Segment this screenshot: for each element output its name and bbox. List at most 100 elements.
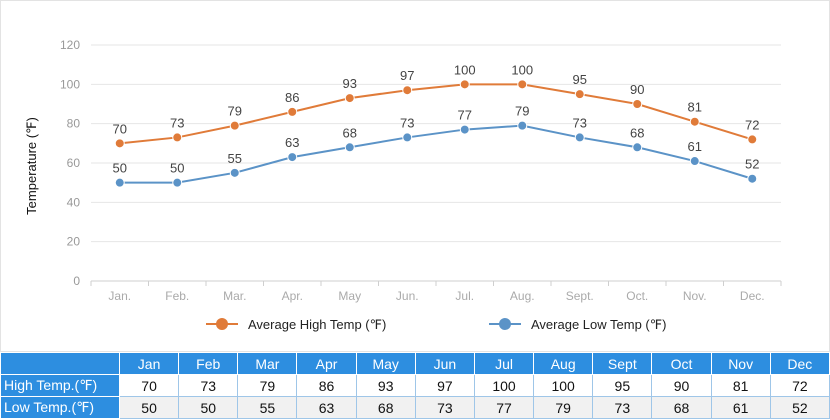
data-label: 79 — [228, 104, 242, 119]
row-header: High Temp.(℉) — [0, 374, 120, 397]
column-header: Aug — [533, 352, 594, 375]
legend-item: Average Low Temp (℉) — [489, 317, 666, 332]
data-label: 100 — [511, 62, 533, 77]
table-cell: 73 — [592, 396, 653, 419]
data-label: 61 — [688, 139, 702, 154]
data-label: 73 — [400, 115, 414, 130]
table-row: High Temp.(℉) 70 73 79 86 93 97 100 100 95 90 81 72 — [0, 374, 830, 397]
column-header: Nov — [710, 352, 771, 375]
table-body: High Temp.(℉) 70 73 79 86 93 97 100 100 95 90 81 72 L… — [0, 374, 830, 419]
table-cell: 79 — [533, 396, 594, 419]
x-tick-label: Sept. — [566, 289, 594, 303]
table-cell: 50 — [178, 396, 239, 419]
data-label: 73 — [170, 115, 184, 130]
series-lines: 70 73 79 86 93 97 100 100 95 90 81 72 50 50 55 63 68 73 77… — [113, 62, 759, 188]
row-header: Low Temp.(℉) — [0, 396, 120, 419]
series-low: 50 50 55 63 68 73 77 79 73 68 61 52 — [113, 104, 759, 188]
y-tick-label: 60 — [67, 156, 81, 170]
column-header: Dec — [769, 352, 830, 375]
table-cell: 68 — [355, 396, 416, 419]
table-cell: 52 — [769, 396, 830, 419]
data-point — [747, 173, 758, 184]
y-tick-labels: 0 20 40 60 80 100 120 — [60, 38, 80, 288]
table-cell: 63 — [296, 396, 357, 419]
table-cell: 100 — [473, 374, 535, 397]
data-label: 100 — [454, 62, 476, 77]
data-label: 70 — [113, 121, 127, 136]
table-cell: 68 — [651, 396, 712, 419]
data-point — [172, 132, 183, 143]
legend: Average High Temp (℉) Average Low Temp (℉… — [206, 317, 666, 332]
x-tick-label: Feb. — [165, 289, 189, 303]
data-point — [114, 177, 125, 188]
table-cell: 73 — [178, 374, 239, 397]
table-cell: 70 — [118, 374, 180, 397]
table-cell: 81 — [710, 374, 771, 397]
data-label: 55 — [228, 151, 242, 166]
grid-lines — [90, 44, 782, 286]
data-point — [402, 85, 413, 96]
x-tick-label: Oct. — [626, 289, 648, 303]
data-label: 52 — [745, 157, 759, 172]
data-label: 63 — [285, 135, 299, 150]
data-label: 68 — [630, 125, 644, 140]
table-cell: 93 — [355, 374, 416, 397]
column-header: Sept — [592, 352, 653, 375]
column-header: Apr — [296, 352, 357, 375]
table-row: Low Temp.(℉) 50 50 55 63 68 73 77 79 73 68 61 52 — [0, 396, 830, 419]
data-label: 95 — [573, 72, 587, 87]
data-point — [114, 138, 125, 149]
x-tick-label: Jan. — [108, 289, 131, 303]
table-cell: 86 — [296, 374, 357, 397]
data-label: 86 — [285, 90, 299, 105]
data-point — [517, 79, 528, 90]
table-header-row: Jan Feb Mar Apr May Jun Jul Aug Sept Oct Nov Dec — [0, 352, 830, 375]
x-tick-label: May — [338, 289, 361, 303]
data-point — [689, 156, 700, 167]
table-cell: 95 — [592, 374, 653, 397]
series-line — [119, 83, 753, 145]
x-tick-label: Jul. — [455, 289, 474, 303]
data-label: 90 — [630, 82, 644, 97]
column-header: Jul — [473, 352, 535, 375]
data-point — [747, 134, 758, 145]
chart-container: 0 20 40 60 80 100 120 Jan. Feb. Mar. Apr. May Jun. J… — [0, 0, 830, 352]
data-point — [172, 177, 183, 188]
table-cell: 97 — [414, 374, 475, 397]
y-tick-label: 40 — [67, 195, 81, 209]
x-tick-labels: Jan. Feb. Mar. Apr. May Jun. Jul. Aug. Sept. Oct.… — [108, 289, 764, 303]
y-tick-label: 100 — [60, 77, 80, 91]
data-label: 81 — [688, 100, 702, 115]
x-tick-label: Jun. — [396, 289, 419, 303]
data-label: 50 — [113, 161, 127, 176]
data-point — [574, 89, 585, 100]
legend-label: Average High Temp (℉) — [248, 317, 386, 332]
column-header: Oct — [651, 352, 712, 375]
data-label: 93 — [343, 76, 357, 91]
data-point — [459, 79, 470, 90]
series-line — [119, 124, 753, 184]
legend-item: Average High Temp (℉) — [206, 317, 386, 332]
column-header: Feb — [178, 352, 239, 375]
table-cell: 50 — [118, 396, 180, 419]
data-point — [229, 167, 240, 178]
data-point — [517, 120, 528, 131]
data-point — [689, 116, 700, 127]
table-cell: 77 — [473, 396, 535, 419]
series-high: 70 73 79 86 93 97 100 100 95 90 81 72 — [113, 62, 759, 149]
data-label: 77 — [458, 108, 472, 123]
legend-marker — [499, 318, 511, 330]
data-point — [402, 132, 413, 143]
data-point — [229, 120, 240, 131]
column-header: Jun — [414, 352, 475, 375]
y-tick-label: 20 — [67, 235, 81, 249]
x-tick-label: Apr. — [282, 289, 303, 303]
data-label: 79 — [515, 104, 529, 119]
y-tick-label: 0 — [73, 274, 80, 288]
legend-marker — [216, 318, 228, 330]
x-tick-label: Nov. — [683, 289, 707, 303]
legend-label: Average Low Temp (℉) — [531, 317, 666, 332]
data-label: 68 — [343, 125, 357, 140]
data-label: 50 — [170, 161, 184, 176]
